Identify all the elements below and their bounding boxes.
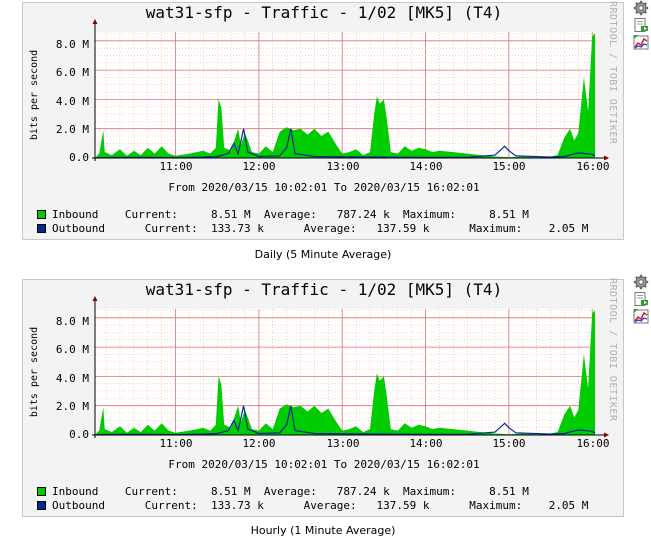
x-axis-arrow	[604, 432, 609, 438]
x-tick-label: 11:00	[159, 160, 193, 173]
legend-inbound: Inbound Current: 8.51 M Average: 787.24 …	[52, 208, 529, 221]
gear-icon[interactable]	[633, 274, 649, 290]
graph-title: wat31-sfp - Traffic - 1/02 [MK5] (T4)	[145, 280, 503, 299]
date-range: From 2020/03/15 10:02:01 To 2020/03/15 1…	[168, 458, 480, 471]
graph-actions	[633, 0, 649, 51]
outbound-line	[94, 405, 596, 436]
gear-icon[interactable]	[633, 0, 649, 16]
x-tick-label: 16:00	[576, 437, 610, 450]
graph-title: wat31-sfp - Traffic - 1/02 [MK5] (T4)	[145, 3, 503, 22]
y-axis-arrow	[92, 19, 98, 24]
graph-caption: Hourly (1 Minute Average)	[250, 524, 396, 537]
x-tick-label: 13:00	[326, 160, 360, 173]
x-tick-label: 11:00	[159, 437, 193, 450]
y-axis-arrow	[92, 296, 98, 301]
graph-caption: Daily (5 Minute Average)	[254, 248, 392, 261]
x-tick-label: 16:00	[576, 160, 610, 173]
zoom-graph-icon[interactable]	[633, 308, 649, 324]
export-icon[interactable]	[633, 17, 649, 33]
rrdtool-watermark: RRDTOOL / TOBI OETIKER	[607, 1, 618, 145]
traffic-graph-hourly: wat31-sfp - Traffic - 1/02 [MK5] (T4) bi…	[22, 278, 624, 517]
plot-area	[95, 309, 595, 435]
legend-outbound: Outbound Current: 133.73 k Average: 137.…	[52, 222, 589, 235]
date-range: From 2020/03/15 10:02:01 To 2020/03/15 1…	[168, 181, 480, 194]
outbound-swatch	[37, 501, 46, 510]
outbound-line	[94, 128, 596, 159]
y-tick-label: 0.0	[69, 151, 89, 164]
x-tick-label: 14:00	[409, 160, 443, 173]
x-tick-label: 12:00	[242, 160, 276, 173]
y-tick-label: 8.0 M	[55, 38, 89, 51]
y-tick-label: 6.0 M	[55, 343, 89, 356]
inbound-area	[95, 33, 595, 158]
legend-inbound: Inbound Current: 8.51 M Average: 787.24 …	[52, 485, 529, 498]
y-tick-label: 4.0 M	[55, 372, 89, 385]
inbound-swatch	[37, 487, 46, 496]
graph-actions	[633, 274, 649, 325]
zoom-graph-icon[interactable]	[633, 34, 649, 50]
legend-outbound: Outbound Current: 133.73 k Average: 137.…	[52, 499, 589, 512]
outbound-swatch	[37, 224, 46, 233]
y-tick-label: 2.0 M	[55, 123, 89, 136]
inbound-swatch	[37, 210, 46, 219]
x-tick-label: 13:00	[326, 437, 360, 450]
graph-canvas	[92, 296, 609, 438]
traffic-graph-daily: wat31-sfp - Traffic - 1/02 [MK5] (T4) bi…	[22, 1, 624, 240]
x-tick-label: 15:00	[492, 160, 526, 173]
y-tick-label: 4.0 M	[55, 95, 89, 108]
x-axis-arrow	[604, 155, 609, 161]
rrdtool-watermark: RRDTOOL / TOBI OETIKER	[607, 278, 618, 422]
x-tick-label: 15:00	[492, 437, 526, 450]
x-tick-label: 12:00	[242, 437, 276, 450]
y-tick-label: 2.0 M	[55, 400, 89, 413]
y-tick-label: 0.0	[69, 428, 89, 441]
plot-area	[95, 32, 595, 158]
y-tick-label: 8.0 M	[55, 315, 89, 328]
graph-canvas	[92, 19, 609, 161]
export-icon[interactable]	[633, 291, 649, 307]
inbound-area	[95, 310, 595, 435]
x-tick-label: 14:00	[409, 437, 443, 450]
y-tick-label: 6.0 M	[55, 66, 89, 79]
